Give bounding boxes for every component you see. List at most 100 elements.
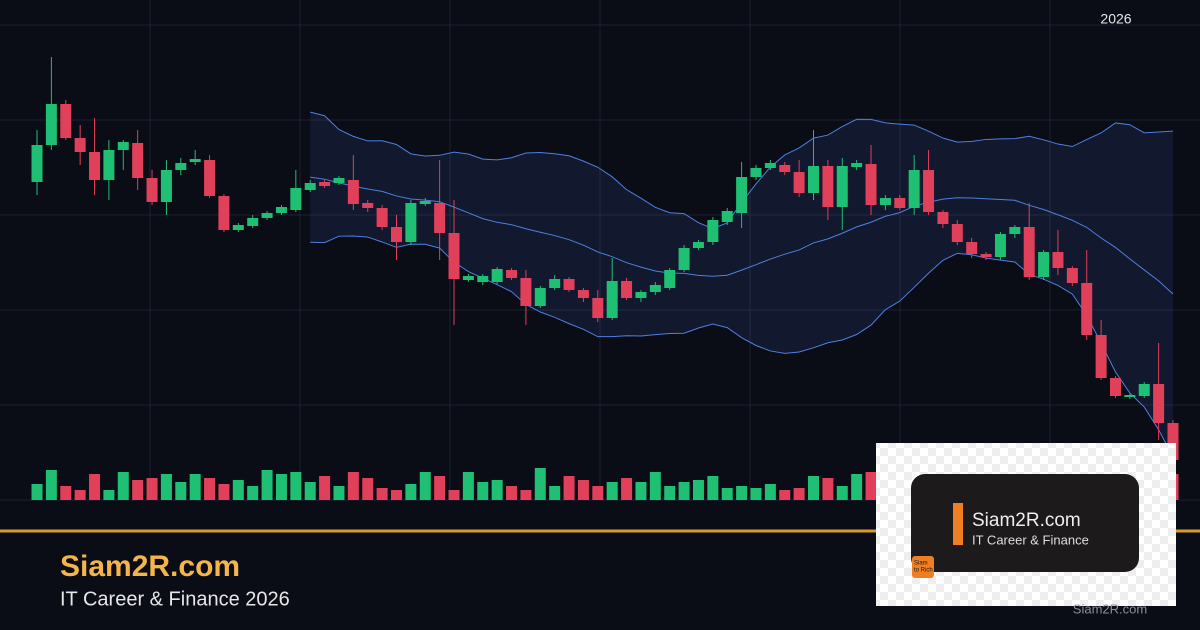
candle-body [390,227,402,242]
candle-body [347,180,359,204]
candle-body [621,281,633,298]
candle-body [592,298,604,318]
candle-body [333,178,345,183]
candle-body [175,163,187,170]
candle-body [793,172,805,193]
candle-body [649,285,661,292]
candle-body [1009,227,1021,234]
volume-bar [333,486,345,500]
volume-bar [434,476,446,500]
candle-body [275,207,287,213]
volume-bar [60,486,72,500]
candle-body [606,281,618,318]
candle-body [994,234,1006,257]
candle-body [45,104,57,145]
volume-bar [750,488,762,500]
candle-body [750,168,762,177]
volume-bar [347,472,359,500]
candle-body [506,270,518,278]
logo-overlay: Siam2R.com IT Career & Finance Siam to R… [876,443,1176,606]
volume-bar [319,476,331,500]
volume-bar [721,488,733,500]
candle-body [779,165,791,172]
volume-bar [247,486,259,500]
volume-bar [45,470,57,500]
candle-body [1081,283,1093,335]
volume-bar [448,490,460,500]
volume-bar [232,480,244,500]
candle-body [1124,395,1136,397]
candle-body [736,177,748,213]
volume-bar [261,470,273,500]
volume-bar [89,474,101,500]
volume-bar [290,472,302,500]
candle-body [1023,227,1035,277]
volume-bar [621,478,633,500]
volume-bar [103,490,115,500]
volume-bar [160,474,172,500]
candle-body [1138,384,1150,396]
volume-bar [491,480,503,500]
candle-body [822,166,834,207]
candle-body [434,203,446,233]
candle-body [89,152,101,180]
volume-bar [275,474,287,500]
volume-bar [664,486,676,500]
volume-bar [146,478,158,500]
card-accent [953,503,963,545]
candle-body [132,143,144,178]
candle-body [1066,268,1078,283]
candle-body [966,242,978,254]
logo-text: Siam [914,561,928,567]
candle-body [520,278,532,306]
candle-body [462,276,474,280]
band-fill [310,112,1173,457]
candle-body [362,203,374,208]
volume-bar [577,480,589,500]
volume-bar [405,484,417,500]
candle-body [707,220,719,242]
candle-body [261,213,273,218]
volume-bar [606,482,618,500]
logo-text: to Rich [914,568,933,574]
candle-body [1052,252,1064,268]
volume-bar [836,486,848,500]
year-label: 2026 [1100,11,1131,27]
volume-bar [549,486,561,500]
candle-body [951,224,963,242]
candle-body [491,269,503,282]
volume-bar [793,488,805,500]
volume-bar [678,482,690,500]
candle-body [448,233,460,279]
candle-body [117,142,129,150]
volume-bar [175,482,187,500]
candle-body [664,270,676,288]
candle-body [836,166,848,207]
volume-bar [865,472,877,500]
small-logo [912,556,934,578]
volume-bar [304,482,316,500]
candle-body [218,196,230,230]
candle-body [851,163,863,167]
candle-body [103,150,115,180]
candle-body [1109,378,1121,396]
candle-body [290,188,302,210]
candle-body [146,178,158,202]
volume-bar [31,484,43,500]
volume-bar [534,468,546,500]
volume-bar [635,482,647,500]
volume-bar [736,486,748,500]
brand-title: Siam2R.com [60,550,240,583]
candle-body [721,211,733,222]
volume-bar [132,480,144,500]
candle-body [160,170,172,202]
candle-body [189,159,201,162]
volume-bar [477,482,489,500]
volume-bar [764,484,776,500]
candle-body [808,166,820,193]
volume-bar [851,474,863,500]
volume-bar [779,490,791,500]
candle-body [1038,252,1050,277]
candle-body [678,248,690,270]
